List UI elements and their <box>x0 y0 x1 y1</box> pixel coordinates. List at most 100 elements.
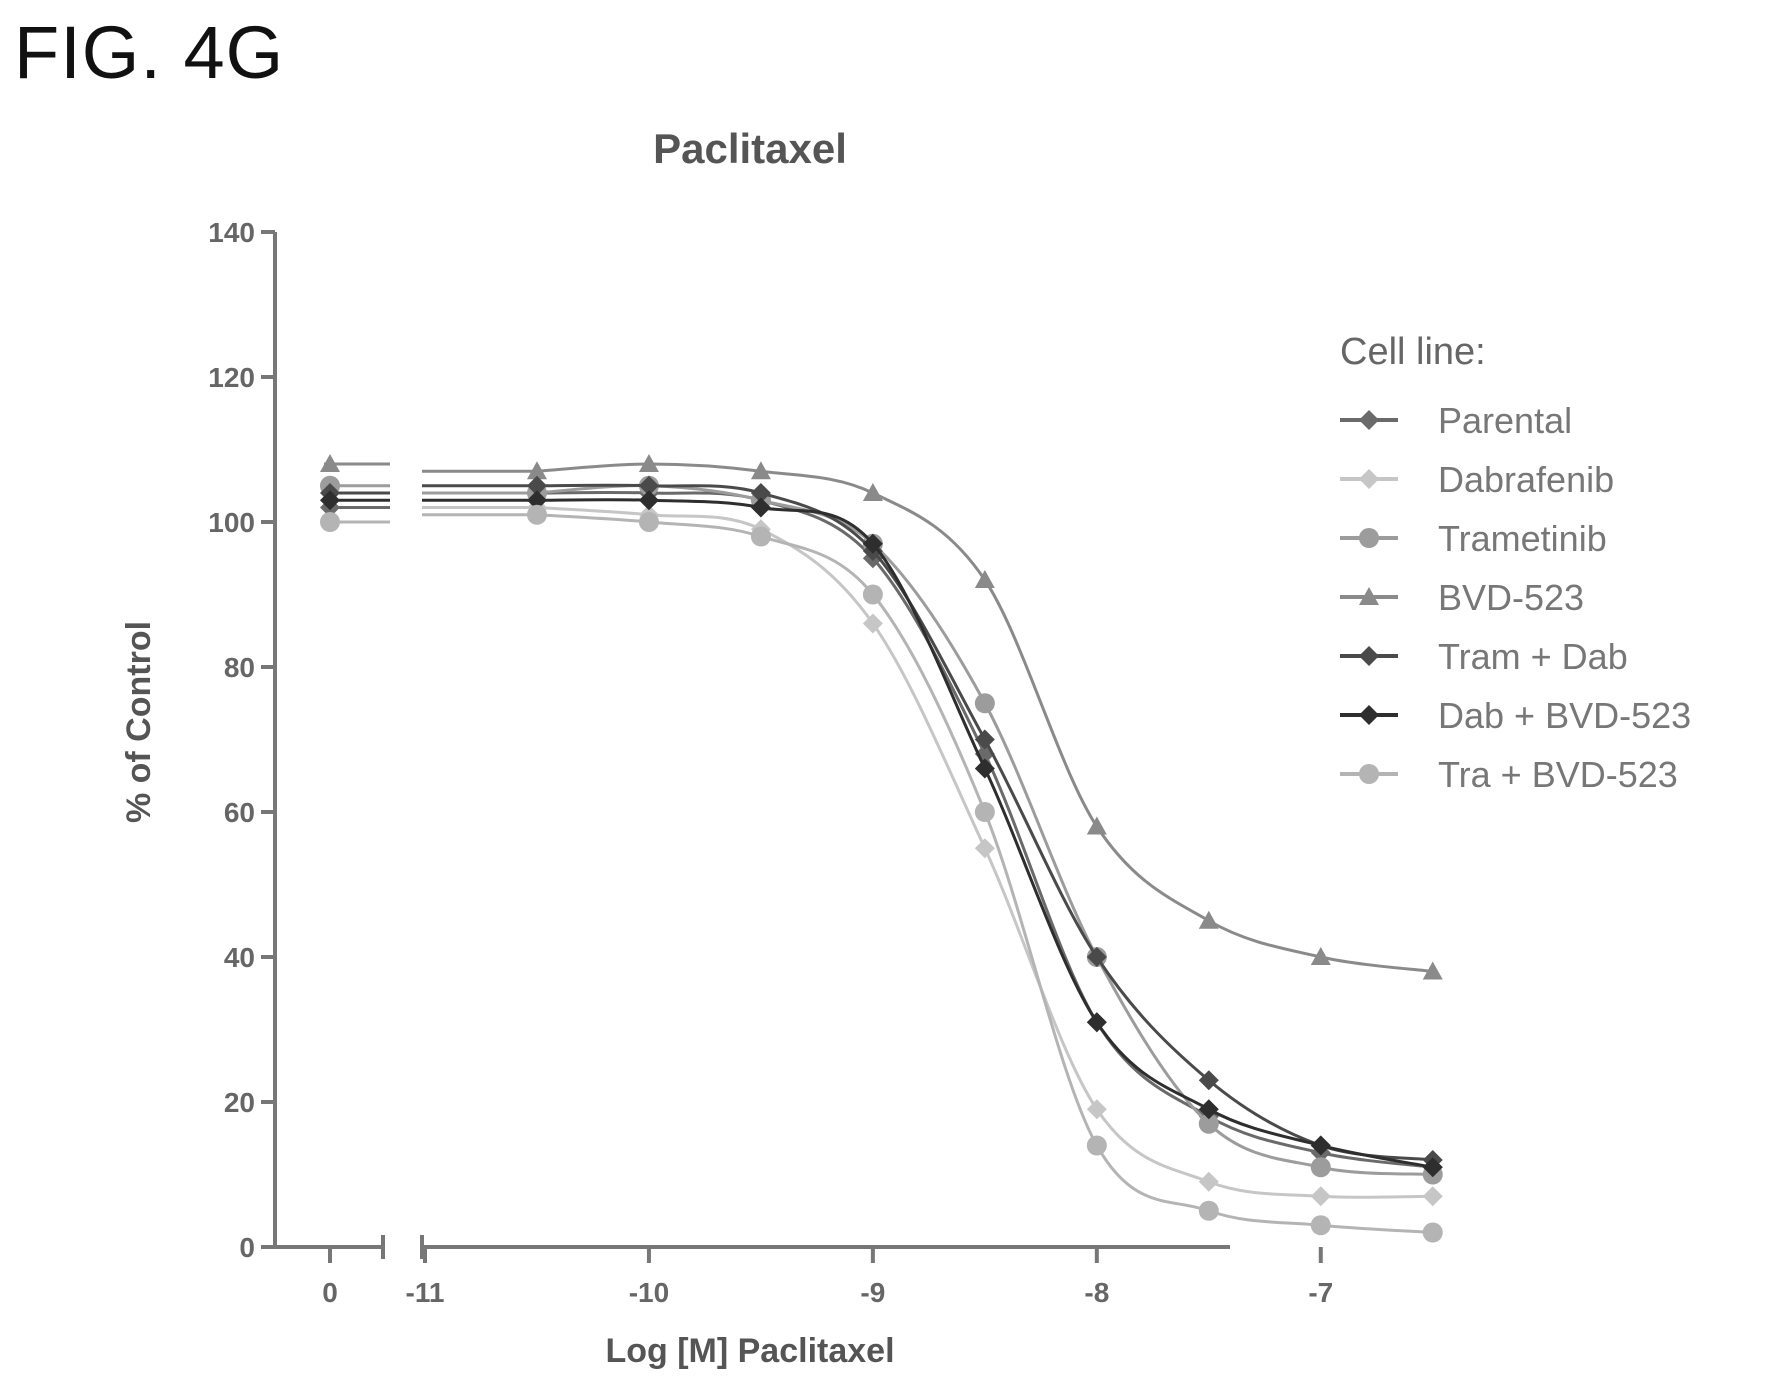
data-point <box>638 454 659 472</box>
data-point <box>1086 1135 1107 1156</box>
legend-label: Tram + Dab <box>1438 636 1628 677</box>
data-point <box>974 838 995 859</box>
legend-marker <box>1359 705 1379 725</box>
legend-item: Tra + BVD-523 <box>1340 754 1678 795</box>
series-curve <box>536 513 1433 1234</box>
x-tick-label: -11 <box>406 1277 445 1308</box>
x-tick-label: -9 <box>860 1277 885 1308</box>
x-tick-label: -8 <box>1084 1277 1109 1308</box>
data-point <box>1086 1012 1107 1033</box>
data-point <box>1310 1157 1331 1178</box>
series-tra-bvd-523 <box>320 504 1443 1243</box>
data-point <box>1422 1157 1443 1178</box>
data-point <box>1198 1099 1219 1120</box>
series-layer <box>320 454 1443 1243</box>
x-tick-label: 0 <box>322 1277 338 1308</box>
data-point <box>974 693 995 714</box>
y-tick-label: 120 <box>208 362 255 393</box>
legend: Cell line: Parental Dabrafenib Trametinib B… <box>1340 331 1691 795</box>
y-tick-label: 20 <box>224 1087 255 1118</box>
x-tick-label: -10 <box>629 1277 669 1308</box>
legend-marker <box>1359 764 1379 784</box>
legend-item: Dabrafenib <box>1340 459 1614 500</box>
series-trametinib <box>320 475 1443 1185</box>
data-point <box>1086 816 1107 835</box>
data-point <box>862 483 883 501</box>
y-tick-label: 140 <box>208 217 255 248</box>
legend-item: Parental <box>1340 400 1572 441</box>
legend-label: BVD-523 <box>1438 577 1584 618</box>
legend-label: Parental <box>1438 400 1572 441</box>
data-point <box>1422 961 1443 980</box>
data-point <box>862 584 883 605</box>
data-point <box>1198 1171 1219 1192</box>
legend-label: Dabrafenib <box>1438 459 1614 500</box>
data-point <box>1198 1070 1219 1091</box>
data-point <box>1310 947 1331 965</box>
data-point <box>1310 1215 1331 1236</box>
data-point <box>1198 1200 1219 1221</box>
x-axis-label: Log [M] Paclitaxel <box>605 1332 894 1370</box>
legend-item: Dab + BVD-523 <box>1340 695 1691 736</box>
data-point <box>974 570 995 588</box>
data-point <box>526 475 547 496</box>
series-curve <box>536 484 1433 1176</box>
y-axis-label: % of Control <box>120 621 158 823</box>
y-tick-label: 100 <box>208 507 255 538</box>
control-point <box>320 490 340 511</box>
figure-label: FIG. 4G <box>14 11 285 94</box>
data-point <box>1086 1099 1107 1120</box>
series-bvd-523 <box>320 454 1443 980</box>
data-point <box>526 504 547 525</box>
y-tick-label: 0 <box>239 1232 255 1263</box>
series-tram-dab <box>320 475 1443 1170</box>
legend-marker <box>1359 469 1379 489</box>
data-point <box>974 758 995 779</box>
data-point <box>1310 1186 1331 1207</box>
series-curve <box>536 490 1433 1169</box>
control-point <box>320 454 340 472</box>
series-curve <box>536 462 1433 973</box>
legend-marker <box>1359 528 1379 548</box>
data-point <box>974 802 995 822</box>
legend-label: Dab + BVD-523 <box>1438 695 1691 736</box>
y-tick-label: 60 <box>224 797 255 828</box>
data-point <box>750 526 771 547</box>
data-point <box>1198 1113 1219 1134</box>
legend-item: Trametinib <box>1340 518 1607 559</box>
legend-item: BVD-523 <box>1340 577 1584 618</box>
data-point <box>974 729 995 750</box>
data-point <box>526 461 547 480</box>
data-point <box>638 490 659 511</box>
control-point <box>320 512 340 532</box>
legend-label: Trametinib <box>1438 518 1607 559</box>
chart-title: Paclitaxel <box>653 125 847 172</box>
legend-title: Cell line: <box>1340 331 1486 373</box>
legend-marker <box>1359 646 1379 666</box>
legend-label: Tra + BVD-523 <box>1438 754 1678 795</box>
data-point <box>862 613 883 634</box>
data-point <box>862 533 883 554</box>
x-axis: 0 -11 -10 -9 -8 -7 <box>275 1235 1333 1308</box>
series-curve <box>536 483 1433 1162</box>
data-point <box>1422 1222 1443 1243</box>
legend-marker <box>1359 587 1379 605</box>
y-axis: 0 20 40 60 80 100 120 140 <box>208 217 277 1263</box>
data-point <box>1086 947 1107 967</box>
data-point <box>638 475 659 496</box>
legend-marker <box>1359 410 1379 430</box>
data-point <box>750 483 771 503</box>
data-point <box>750 497 771 518</box>
data-point <box>526 490 547 511</box>
series-parental <box>320 483 1443 1178</box>
data-point <box>1422 1186 1443 1207</box>
series-dab-bvd-523 <box>320 490 1443 1178</box>
legend-item: Tram + Dab <box>1340 636 1628 677</box>
data-point <box>750 461 771 480</box>
data-point <box>1310 1135 1331 1156</box>
data-point <box>1198 910 1219 929</box>
x-tick-label: -7 <box>1308 1277 1333 1308</box>
y-tick-label: 80 <box>224 652 255 683</box>
y-tick-label: 40 <box>224 942 255 973</box>
